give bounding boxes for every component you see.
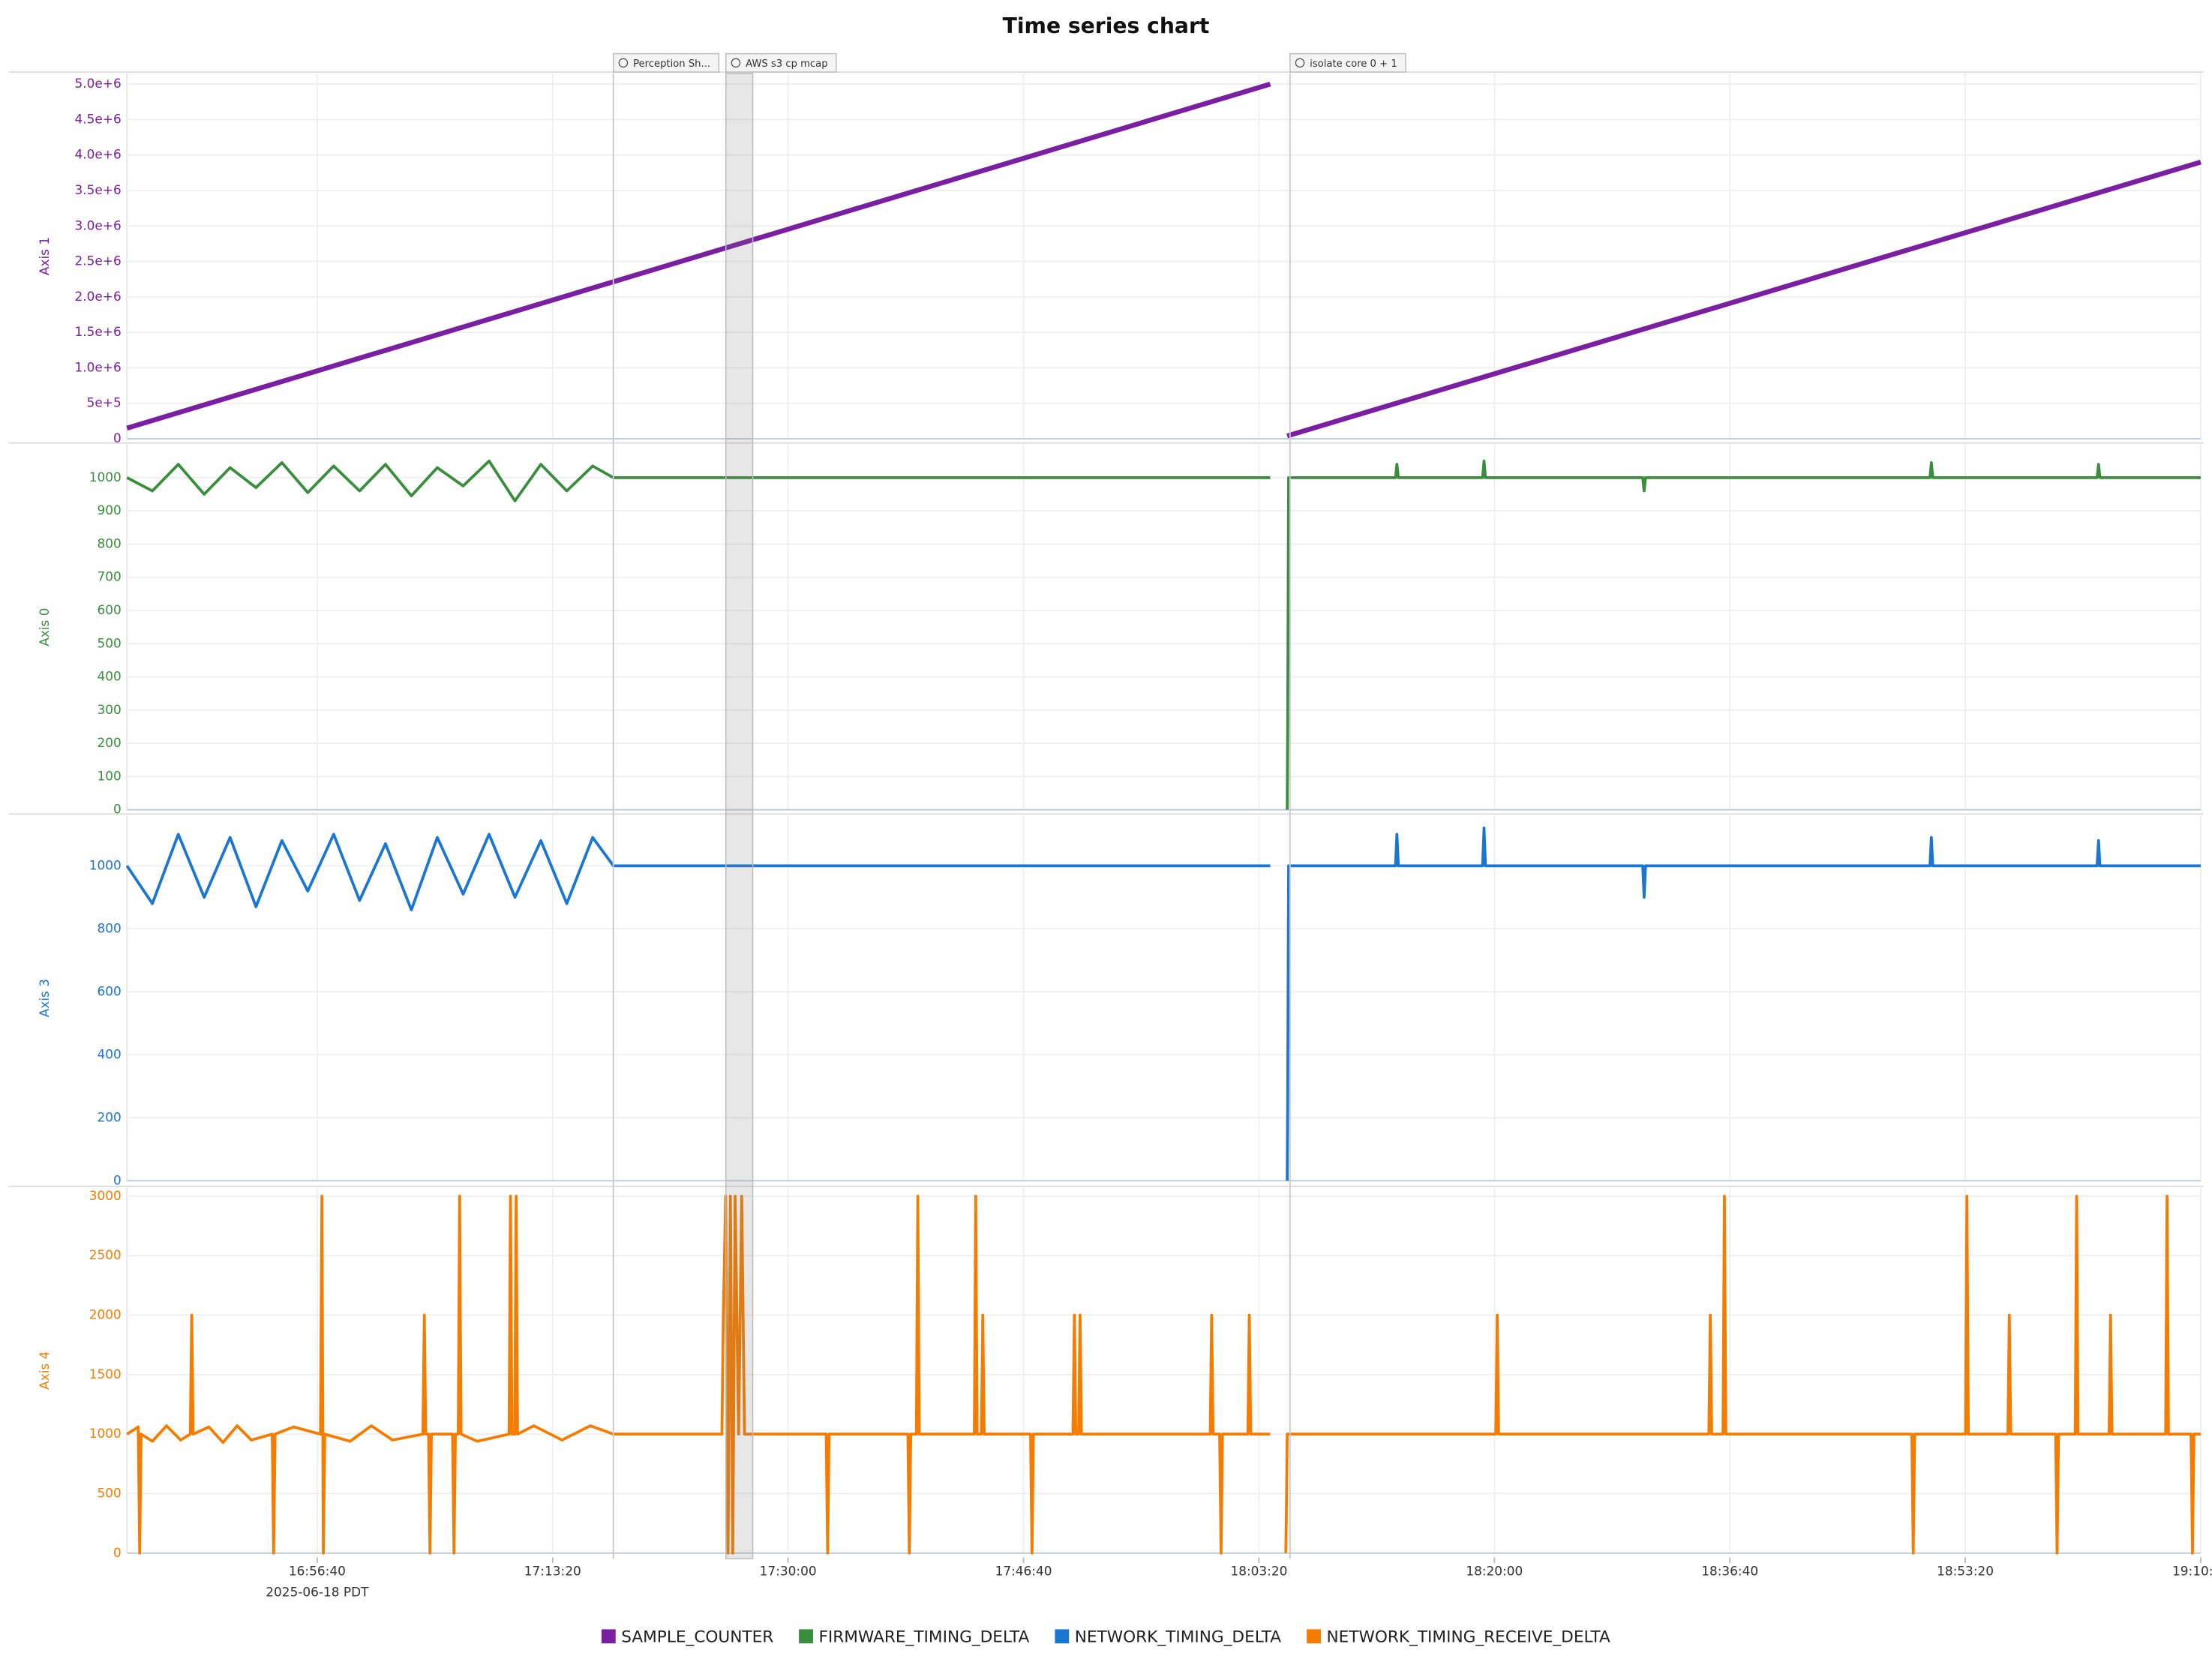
legend: SAMPLE_COUNTER FIRMWARE_TIMING_DELTA NETWO… (601, 1628, 1610, 1647)
y-tick-label: 1.0e+6 (75, 359, 122, 374)
y-tick-label: 2.0e+6 (75, 289, 122, 304)
y-tick-label: 1.5e+6 (75, 324, 122, 339)
y-tick-label: 3000 (89, 1188, 122, 1203)
legend-swatch (1055, 1629, 1070, 1644)
y-tick-label: 800 (97, 920, 121, 935)
y-tick-label: 700 (97, 569, 121, 584)
x-tick-label: 17:46:40 (995, 1563, 1052, 1578)
y-tick-label: 1000 (89, 470, 122, 484)
y-tick-label: 1500 (89, 1366, 122, 1382)
x-axis-date-label: 2025-06-18 PDT (266, 1584, 369, 1599)
y-axis-label: Axis 1 (37, 237, 52, 275)
y-axis-label: Axis 3 (37, 979, 52, 1017)
legend-swatch (601, 1629, 616, 1644)
legend-swatch (799, 1629, 813, 1644)
y-tick-label: 5.0e+6 (75, 76, 122, 91)
x-tick-label: 16:56:40 (289, 1563, 346, 1578)
y-tick-label: 0 (113, 802, 122, 817)
annotation-band (725, 73, 754, 1560)
x-tick-label: 18:03:20 (1230, 1563, 1287, 1578)
x-tick-label: 19:10:00 (2172, 1563, 2212, 1578)
y-tick-label: 2.5e+6 (75, 254, 122, 268)
annotation-icon (618, 58, 629, 68)
y-tick-label: 2000 (89, 1306, 122, 1322)
annotation-icon (1295, 58, 1305, 68)
annotation-label: Perception Sh... (633, 58, 710, 70)
y-tick-label: 3.0e+6 (75, 218, 122, 232)
series-line (125, 826, 2201, 1181)
y-tick-label: 0 (113, 1545, 122, 1560)
x-tick-label: 17:13:20 (524, 1563, 581, 1578)
series-line (126, 81, 2201, 439)
y-tick-label: 4.5e+6 (75, 111, 122, 126)
y-tick-label: 4.0e+6 (75, 147, 122, 162)
y-tick-label: 400 (97, 1046, 121, 1061)
y-tick-label: 500 (97, 1485, 121, 1500)
y-tick-label: 1000 (89, 857, 122, 872)
y-tick-label: 300 (97, 702, 121, 717)
y-tick-label: 1000 (89, 1426, 122, 1441)
y-tick-label: 900 (97, 502, 121, 518)
y-tick-label: 3.5e+6 (75, 182, 122, 197)
y-tick-label: 200 (97, 1109, 121, 1124)
y-tick-label: 0 (113, 430, 122, 446)
annotation-box (612, 52, 720, 73)
legend-label: NETWORK_TIMING_DELTA (1075, 1628, 1282, 1647)
legend-label: SAMPLE_COUNTER (621, 1628, 773, 1647)
x-tick-label: 17:30:00 (760, 1563, 817, 1578)
y-tick-label: 5e+5 (87, 395, 122, 410)
y-tick-label: 200 (97, 735, 121, 750)
annotation-icon (731, 58, 741, 68)
y-tick-label: 100 (97, 768, 121, 783)
legend-swatch (1307, 1629, 1321, 1644)
annotation-box (1289, 52, 1406, 73)
x-tick-label: 18:20:00 (1466, 1563, 1523, 1578)
legend-label: FIRMWARE_TIMING_DELTA (818, 1628, 1029, 1647)
series-line (126, 459, 2201, 810)
chart-title: Time series chart (1003, 14, 1210, 38)
y-tick-label: 600 (97, 602, 121, 617)
y-tick-label: 800 (97, 536, 121, 550)
legend-label: NETWORK_TIMING_RECEIVE_DELTA (1326, 1628, 1610, 1647)
y-axis-label: Axis 0 (37, 608, 52, 646)
series-line (126, 1194, 2201, 1555)
y-tick-label: 600 (97, 983, 121, 998)
x-tick-label: 18:53:20 (1937, 1563, 1994, 1578)
annotation-label: AWS s3 cp mcap (746, 58, 827, 70)
annotation-box (725, 52, 837, 73)
y-tick-label: 2500 (89, 1247, 122, 1262)
y-axis-label: Axis 4 (37, 1352, 52, 1390)
y-tick-label: 400 (97, 669, 121, 684)
annotation-label: isolate core 0 + 1 (1310, 58, 1397, 70)
x-tick-label: 18:36:40 (1701, 1563, 1758, 1578)
y-tick-label: 500 (97, 635, 121, 650)
y-tick-label: 0 (113, 1172, 122, 1187)
